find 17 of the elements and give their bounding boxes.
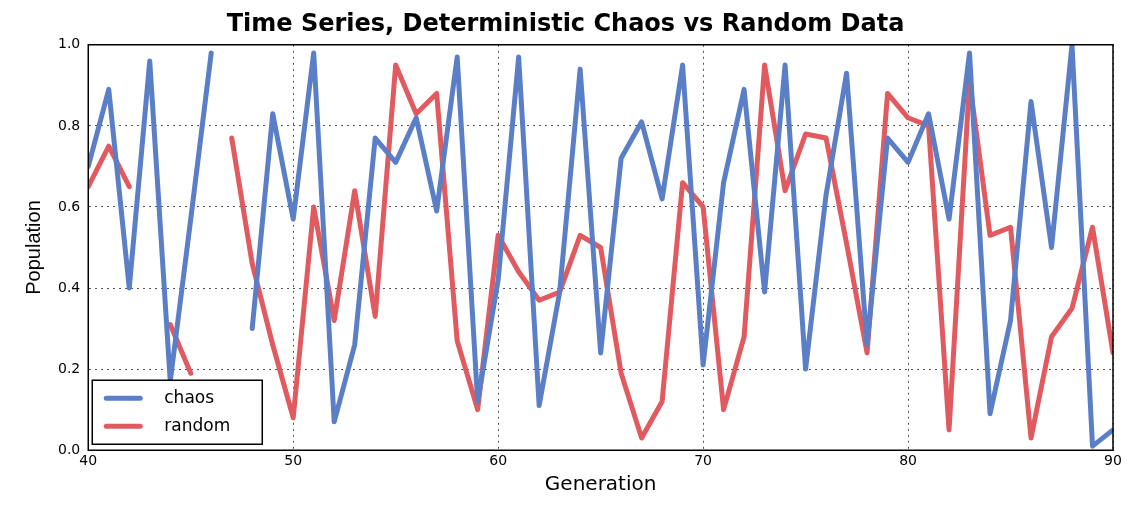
- y-tick-label: 1.0: [58, 35, 81, 52]
- legend-label: random: [164, 414, 231, 435]
- x-tick-label: 80: [899, 452, 917, 469]
- x-tick-label: 70: [694, 452, 713, 469]
- x-tick-label: 60: [489, 452, 508, 469]
- chart-title: Time Series, Deterministic Chaos vs Random Data: [226, 8, 905, 37]
- y-axis-title: Population: [21, 200, 44, 295]
- x-tick-label: 50: [284, 452, 303, 469]
- y-tick-label: 0.0: [58, 440, 81, 457]
- y-tick-label: 0.2: [58, 359, 81, 376]
- legend-label: chaos: [164, 386, 215, 407]
- x-tick-label: 90: [1104, 452, 1122, 469]
- y-tick-label: 0.4: [58, 278, 81, 295]
- x-tick-label: 40: [79, 452, 98, 469]
- y-tick-label: 0.6: [58, 197, 81, 214]
- y-tick-label: 0.8: [58, 116, 81, 133]
- x-axis-title: Generation: [544, 471, 657, 496]
